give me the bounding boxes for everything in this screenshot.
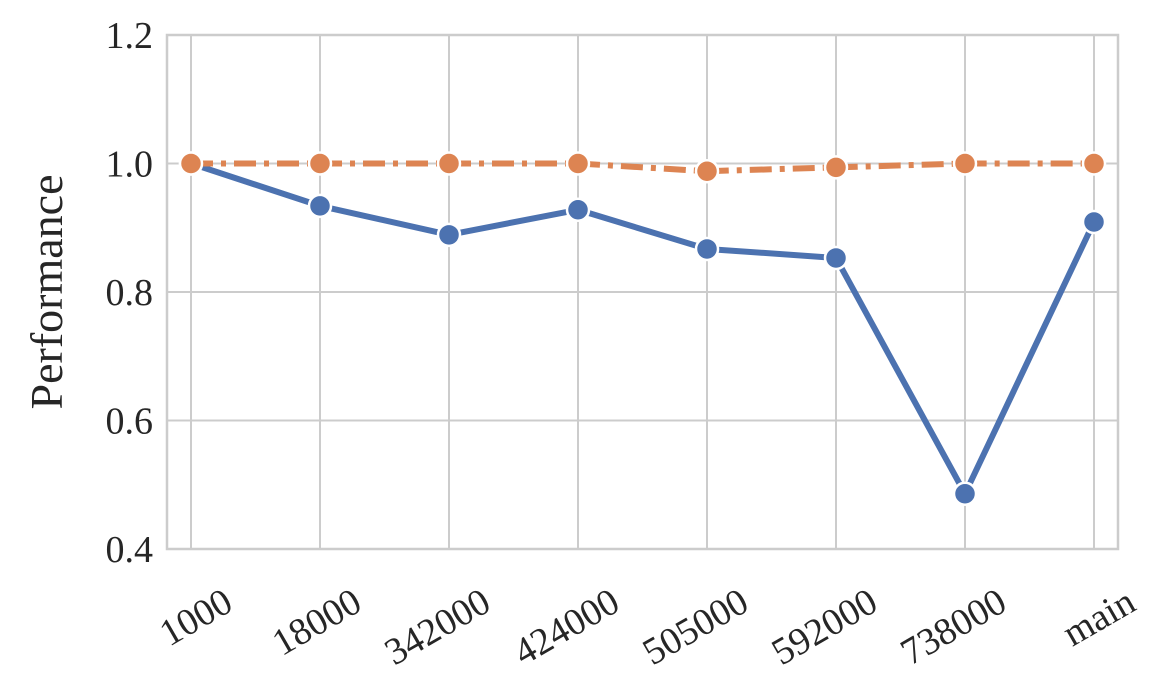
x-tick-label: 1000 [153,580,240,654]
data-point [565,151,591,176]
y-tick-label: 1.2 [106,15,154,57]
data-point [1081,151,1107,176]
data-point [823,245,849,271]
data-point [565,197,591,223]
series-line [190,160,1097,497]
y-tick-label: 0.6 [106,401,154,443]
x-tick-label: 342000 [378,580,498,673]
x-tick-label: 592000 [765,580,885,673]
y-tick-label: 0.8 [106,272,154,314]
data-point [952,151,978,176]
x-tick-label: main [1056,580,1143,654]
x-tick-label: 424000 [507,580,627,673]
data-point [307,151,333,176]
data-point [1081,209,1107,235]
data-point [178,151,204,176]
data-point [436,222,462,248]
x-tick-label: 18000 [265,580,368,664]
data-point [307,193,333,219]
y-tick-label: 1.0 [106,144,154,186]
plot-frame [165,33,1120,551]
series-line [191,160,1094,175]
data-point [952,481,978,506]
x-tick-label: 505000 [636,580,756,673]
data-point [694,236,720,262]
y-tick-label: 0.4 [106,529,154,571]
y-axis-label: Performance [21,175,72,410]
data-point [436,151,462,176]
data-point [823,155,849,180]
data-point [694,158,720,184]
x-tick-label: 738000 [894,580,1014,673]
